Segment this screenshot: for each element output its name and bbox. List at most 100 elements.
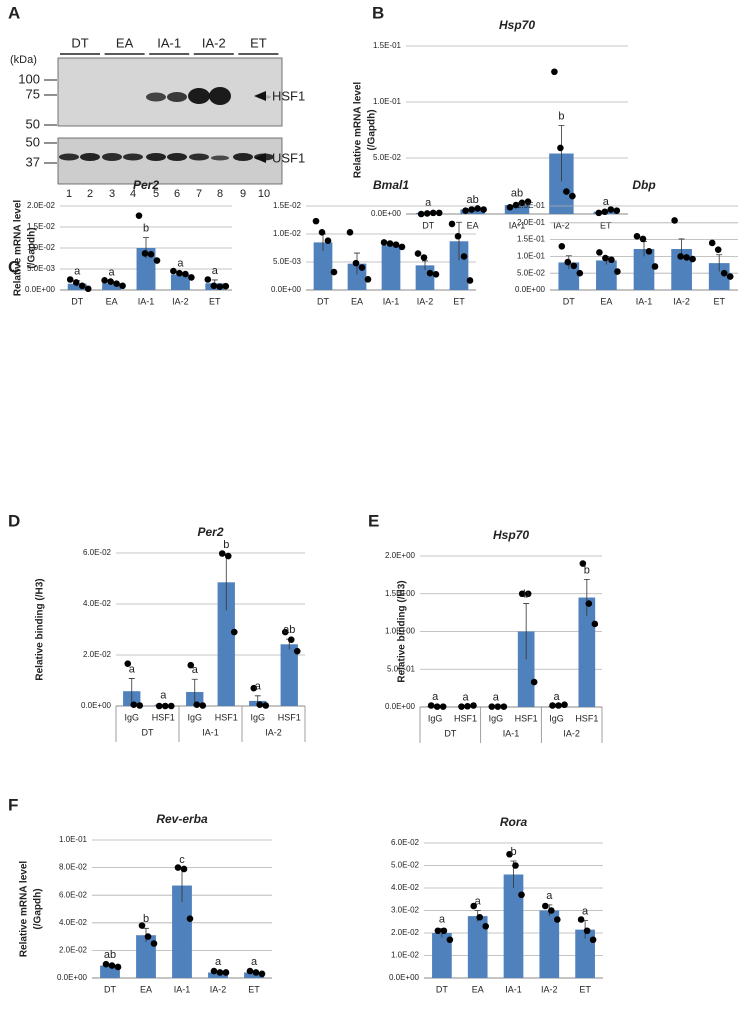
- x-tick-label: IgG: [428, 713, 443, 723]
- data-point: [570, 262, 578, 270]
- y-tick-label: 2.0E-02: [27, 201, 56, 210]
- data-point: [440, 927, 448, 935]
- data-point: [689, 255, 696, 263]
- data-point: [246, 967, 254, 975]
- bar: [503, 874, 524, 978]
- data-point: [542, 902, 549, 910]
- data-point: [576, 269, 584, 277]
- data-point: [464, 702, 471, 710]
- group-label: DT: [142, 727, 154, 737]
- data-point: [346, 229, 354, 236]
- x-tick-label: IA-2: [553, 220, 570, 230]
- data-point: [222, 282, 230, 290]
- significance-letter: b: [223, 539, 229, 551]
- significance-letter: a: [582, 906, 589, 918]
- data-point: [512, 862, 519, 869]
- x-tick-label: IA-1: [509, 220, 526, 230]
- western-blot: (kDa) 100 75 50 50 37 HSF1 USF1 DT EA IA-1…: [10, 35, 305, 199]
- data-point: [561, 701, 568, 709]
- panel-label: B: [372, 3, 384, 22]
- y-tick-label: 3.0E-02: [391, 906, 420, 915]
- data-point: [324, 237, 332, 245]
- group-label: IA-1: [202, 727, 219, 737]
- data-point: [506, 850, 513, 858]
- y-axis-label: Relative mRNA level: [13, 200, 24, 297]
- y-tick-label: 6.0E-02: [83, 548, 112, 557]
- y-tick-label: 0.0E+00: [81, 701, 112, 710]
- chart: Rora 0.0E+00 1.0E-02 2.0E-02 3.0E-02 4.0E-02 5…: [389, 815, 603, 994]
- y-tick-label: 1.0E-01: [59, 835, 88, 844]
- data-point: [141, 250, 149, 257]
- data-point: [530, 678, 538, 686]
- data-point: [468, 206, 475, 213]
- y-tick-label: 1.5E-02: [27, 222, 56, 231]
- lane-group: DT: [71, 35, 88, 50]
- data-point: [551, 68, 558, 76]
- protein-label: HSF1: [272, 88, 305, 103]
- bar: [633, 249, 655, 290]
- lane-number: 3: [109, 188, 115, 200]
- bar: [172, 885, 192, 978]
- chart-title: Hsp70: [499, 18, 535, 32]
- x-tick-label: HSF1: [575, 713, 598, 723]
- data-point: [218, 550, 226, 557]
- data-point: [119, 282, 126, 290]
- data-point: [671, 217, 678, 224]
- x-tick-label: HSF1: [215, 712, 238, 722]
- significance-letter: a: [215, 956, 222, 968]
- x-tick-label: ET: [600, 220, 612, 230]
- y-tick-label: 0.0E+00: [25, 285, 56, 294]
- y-tick-label: 5.0E-01: [387, 664, 416, 673]
- significance-letter: b: [143, 222, 149, 234]
- data-point: [72, 279, 80, 286]
- significance-letter: ab: [104, 949, 116, 961]
- data-point: [107, 278, 114, 285]
- x-tick-label: EA: [472, 984, 484, 994]
- bar: [67, 283, 87, 290]
- y-axis-label: Relative mRNA level: [353, 82, 364, 179]
- bar: [170, 274, 190, 290]
- lane-group: IA-2: [202, 35, 226, 50]
- data-point: [426, 269, 434, 277]
- bar: [100, 965, 120, 978]
- arrowhead: [254, 91, 266, 101]
- y-tick-label: 2.0E-02: [83, 650, 112, 659]
- chart: Dbp 0.0E+00 5.0E-02 1.0E-01 1.5E-01 2.0E-01 2.…: [515, 178, 738, 306]
- data-point: [150, 940, 158, 947]
- data-point: [488, 703, 496, 710]
- bar: [596, 260, 617, 290]
- data-point: [602, 254, 609, 262]
- blot-labels: DT EA IA-1 IA-2 ET 1 2 3 4 5 6 7 8 9 10: [60, 35, 279, 200]
- significance-letter: c: [179, 854, 185, 866]
- lane-number: 6: [174, 188, 180, 200]
- data-point: [392, 241, 400, 248]
- x-tick-label: EA: [600, 296, 612, 306]
- data-point: [470, 902, 478, 910]
- data-point: [427, 702, 435, 709]
- data-point: [187, 661, 195, 669]
- significance-letter: ab: [511, 188, 523, 200]
- data-point: [330, 268, 338, 276]
- data-point: [608, 256, 615, 264]
- x-tick-label: IgG: [124, 712, 139, 722]
- data-point: [613, 207, 621, 214]
- data-point: [708, 239, 716, 247]
- y-tick-label: 4.0E-02: [83, 599, 112, 608]
- data-point: [596, 249, 603, 256]
- significance-letter: a: [603, 196, 610, 208]
- data-point: [720, 269, 728, 277]
- y-tick-label: 6.0E-02: [59, 890, 88, 899]
- x-tick-label: ET: [209, 296, 221, 306]
- bar: [517, 631, 535, 707]
- y-axis-label: Relative binding (/H3): [397, 580, 408, 682]
- y-axis-label: (/Gapdh): [33, 888, 44, 929]
- data-point: [358, 264, 366, 271]
- x-tick-label: IA-1: [174, 984, 191, 994]
- chart: Rev-erba Relative mRNA level (/Gapdh) 0.0E+…: [19, 812, 272, 994]
- bar: [467, 916, 488, 978]
- data-point: [518, 590, 526, 598]
- x-tick-label: ET: [453, 296, 465, 306]
- y-axis-label: (/Gapdh): [367, 109, 378, 150]
- data-point: [714, 246, 722, 253]
- data-point: [639, 235, 647, 243]
